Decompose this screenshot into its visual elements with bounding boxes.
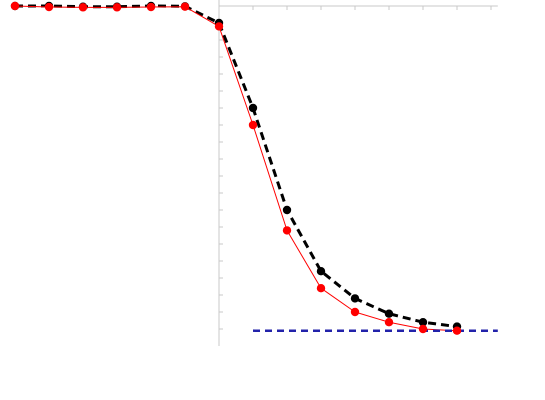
data-point xyxy=(214,22,224,31)
data-point xyxy=(350,294,360,303)
data-point xyxy=(282,226,292,235)
data-point xyxy=(418,318,428,327)
data-point xyxy=(384,318,394,327)
series-markers xyxy=(10,1,462,335)
data-point xyxy=(452,326,462,335)
data-point xyxy=(112,3,122,12)
series-line xyxy=(15,4,458,329)
data-point xyxy=(316,284,326,293)
data-point xyxy=(282,205,292,215)
data-point xyxy=(180,2,190,11)
axes xyxy=(218,0,498,346)
data-point xyxy=(10,1,20,11)
data-point xyxy=(384,309,394,318)
series-line xyxy=(14,5,458,332)
series-lines xyxy=(14,4,498,332)
data-point xyxy=(418,324,428,334)
data-point xyxy=(316,267,326,276)
data-point xyxy=(248,120,258,130)
data-point xyxy=(146,2,156,12)
data-point xyxy=(248,103,258,113)
data-point xyxy=(44,2,54,12)
data-point xyxy=(78,3,88,12)
data-point xyxy=(350,307,360,317)
